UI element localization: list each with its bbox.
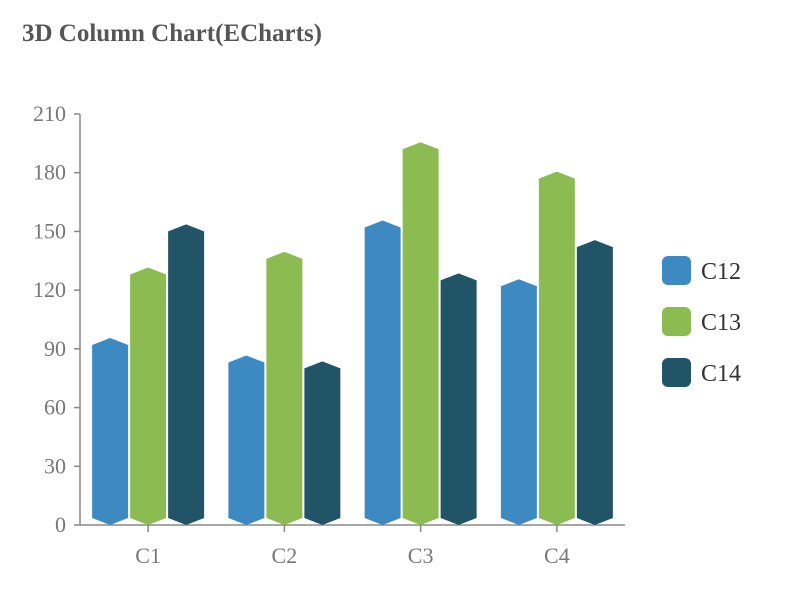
y-tick-label: 180	[33, 160, 66, 185]
chart-title: 3D Column Chart(ECharts)	[22, 20, 322, 47]
bar-c13-c2[interactable]	[266, 251, 303, 526]
legend-swatch-c12[interactable]	[662, 256, 691, 285]
legend-label-c14[interactable]: C14	[701, 361, 741, 387]
bar-c12-c4[interactable]	[500, 279, 537, 525]
chart-bars	[92, 142, 613, 526]
legend-label-c13[interactable]: C13	[701, 310, 741, 336]
legend-swatch-c13[interactable]	[662, 307, 691, 336]
legend-swatch-c14[interactable]	[662, 358, 691, 387]
bar-c14-c1[interactable]	[168, 224, 205, 525]
x-tick-label: C2	[272, 543, 298, 568]
y-tick-label: 30	[44, 453, 66, 478]
bar-c14-c3[interactable]	[440, 273, 477, 525]
y-tick-label: 210	[33, 101, 66, 126]
chart-legend: C12 C13 C14	[662, 256, 741, 387]
y-tick-label: 120	[33, 277, 66, 302]
chart-axes: 0 30 60 90 120 150 180 210 C1 C2 C3 C4	[33, 101, 625, 568]
bar-c13-c1[interactable]	[130, 267, 167, 525]
bar-c12-c3[interactable]	[364, 220, 401, 525]
bar-c13-c3[interactable]	[402, 142, 439, 525]
x-tick-label: C3	[408, 543, 434, 568]
bar-c12-c2[interactable]	[228, 355, 265, 525]
y-tick-label: 90	[44, 336, 66, 361]
bar-c12-c1[interactable]	[92, 337, 129, 525]
bar-c14-c4[interactable]	[576, 240, 613, 526]
x-tick-label: C4	[544, 543, 570, 568]
legend-label-c12[interactable]: C12	[701, 259, 741, 285]
y-tick-label: 60	[44, 395, 66, 420]
bar-c13-c4[interactable]	[538, 171, 575, 526]
bar-c14-c2[interactable]	[304, 361, 341, 525]
y-tick-label: 0	[55, 512, 66, 537]
x-tick-label: C1	[135, 543, 161, 568]
y-tick-label: 150	[33, 218, 66, 243]
